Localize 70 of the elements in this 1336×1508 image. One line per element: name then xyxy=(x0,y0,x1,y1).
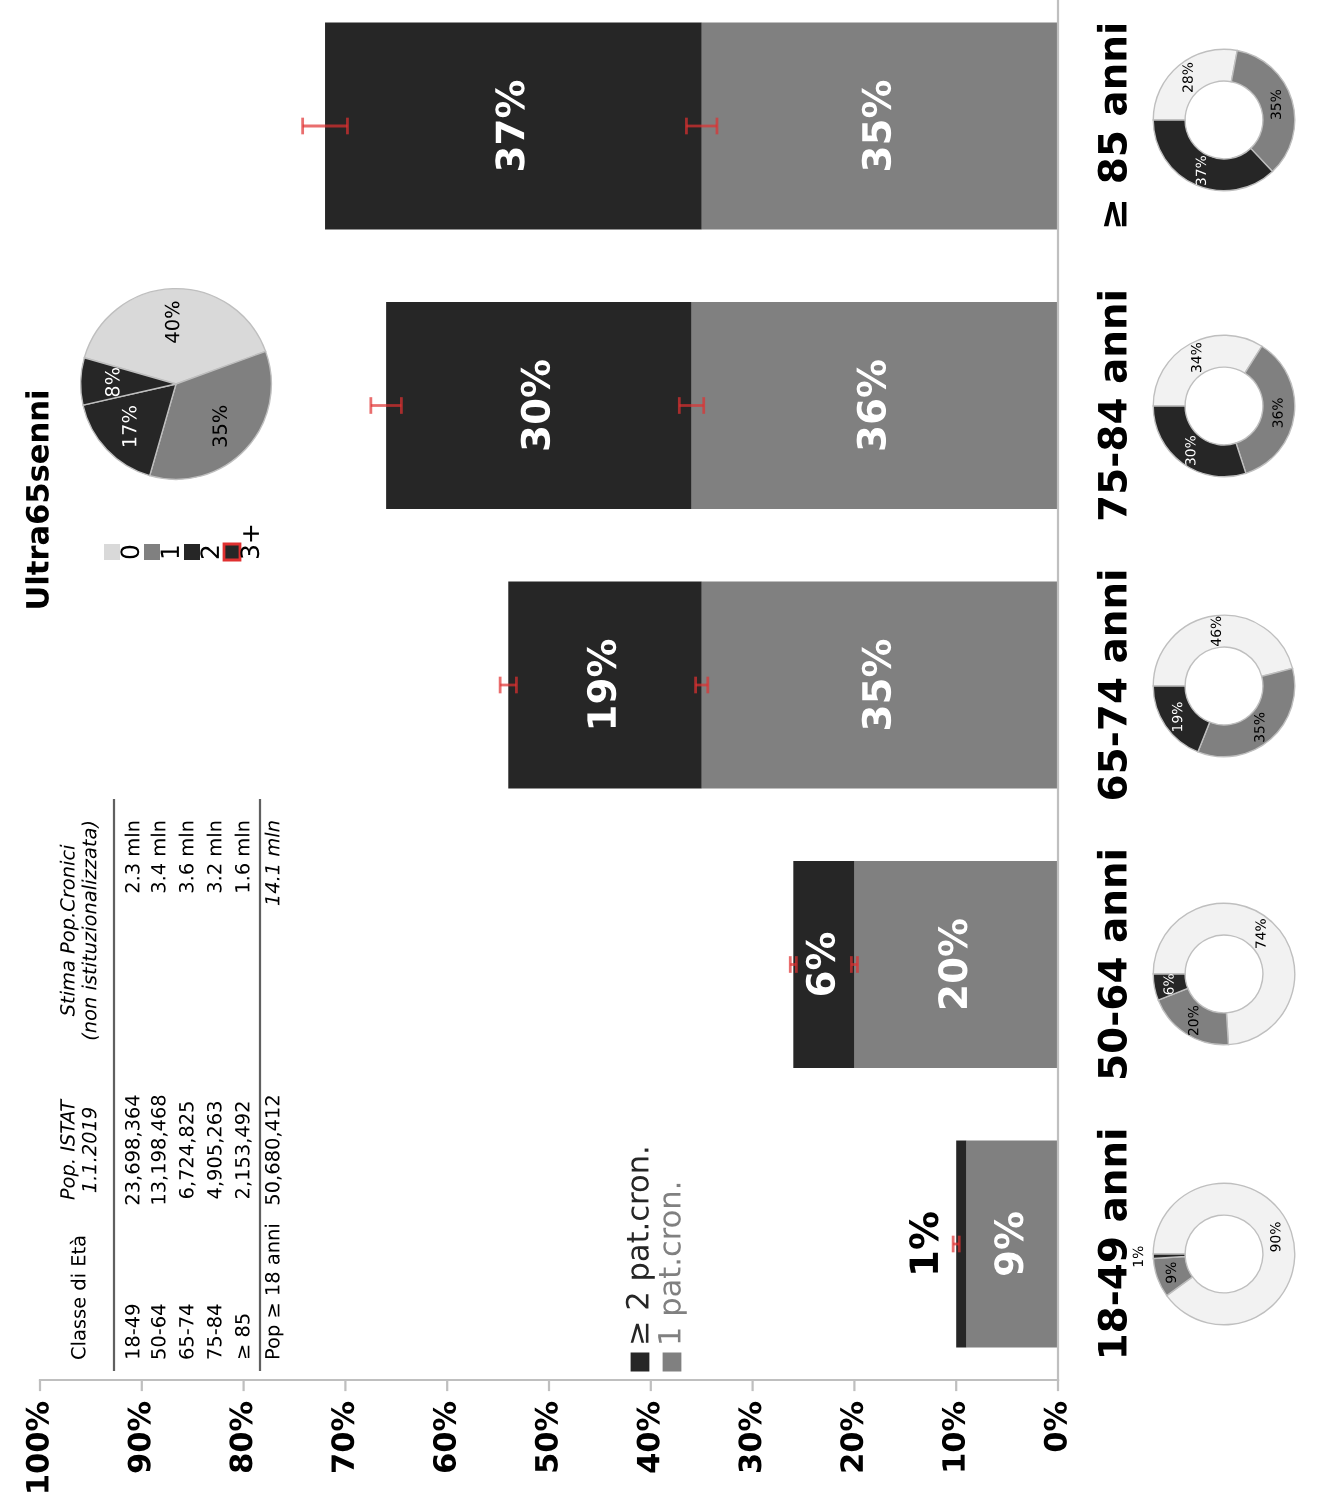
data-label: 30% xyxy=(520,360,551,450)
bar xyxy=(325,22,702,230)
x-tick-label: 80% xyxy=(229,1401,253,1473)
bar xyxy=(966,1140,1058,1348)
bar xyxy=(386,302,692,509)
bar xyxy=(691,302,1058,509)
x-tick-label: 10% xyxy=(941,1401,966,1471)
y-tick-label: 50-64 anni xyxy=(1096,851,1127,1078)
annotation: Stima Pop.Cronici (non istituzionalizzata) xyxy=(59,821,99,1040)
x-tick-label: 50% xyxy=(534,1401,558,1472)
annotation: 50,680,412 xyxy=(264,1096,282,1205)
annotation: 65-74 xyxy=(178,1304,194,1359)
x-tick-label: 40% xyxy=(636,1401,660,1473)
data-label: 40% xyxy=(164,301,180,343)
bar xyxy=(701,22,1058,230)
annotation: 1.6 mln xyxy=(234,821,250,892)
annotation: Pop ≥ 18 anni xyxy=(264,1225,284,1359)
data-label: 8% xyxy=(104,367,120,397)
y-tick-label: 65-74 anni xyxy=(1096,571,1127,800)
annotation: 18-49 xyxy=(124,1304,140,1358)
bar xyxy=(854,861,1058,1068)
annotation: 2.3 mln xyxy=(124,821,140,893)
bar xyxy=(956,1140,967,1348)
annotation: 14.1 mln xyxy=(264,821,280,906)
y-tick-label: 18-49 anni xyxy=(1096,1130,1127,1357)
bar xyxy=(701,581,1058,789)
data-label: 20% xyxy=(938,919,968,1008)
data-label: 35% xyxy=(212,405,227,447)
text: ≥ 2 pat.cron. xyxy=(625,1148,655,1343)
annotation: Pop. ISTAT 1.1.2019 xyxy=(60,1098,97,1200)
data-label: 19% xyxy=(586,639,617,728)
bar xyxy=(793,861,855,1068)
annotation: 3.2 mln xyxy=(206,821,222,893)
data-label: 1% xyxy=(909,1212,939,1273)
x-tick-label: 20% xyxy=(840,1401,864,1472)
legend-label: 3+ xyxy=(240,525,260,559)
x-tick-label: 100% xyxy=(25,1401,49,1492)
annotation: 2,153,492 xyxy=(234,1102,252,1199)
x-tick-label: 60% xyxy=(432,1401,457,1473)
data-label: 37% xyxy=(495,80,525,170)
annotation: 23,698,364 xyxy=(124,1095,142,1205)
text: 1 pat.cron. xyxy=(658,1183,687,1343)
annotation: 3.6 mln xyxy=(178,821,194,893)
legend-label: 1 xyxy=(160,546,179,558)
data-label: 17% xyxy=(121,406,137,447)
x-tick-label: 70% xyxy=(331,1401,355,1472)
data-label: 9% xyxy=(994,1212,1024,1275)
annotation: 13,198,468 xyxy=(150,1095,168,1204)
annotation: 75-84 xyxy=(206,1304,222,1359)
x-tick-label: 30% xyxy=(738,1401,762,1472)
x-tick-label: 90% xyxy=(127,1401,151,1473)
annotation: 50-64 xyxy=(150,1304,166,1359)
legend-label: 2 xyxy=(200,546,219,559)
data-label: 35% xyxy=(861,80,892,170)
donut-slice xyxy=(1152,1182,1296,1326)
bar xyxy=(508,581,702,789)
data-label: 35% xyxy=(861,639,892,729)
data-label: 6% xyxy=(805,932,836,996)
annotation: ≥ 85 xyxy=(234,1314,250,1358)
y-tick-label: ≥ 85 anni xyxy=(1096,24,1127,227)
annotation: Classe di Età xyxy=(69,1236,86,1359)
annotation: 4,905,263 xyxy=(206,1102,224,1199)
x-tick-label: 0% xyxy=(1043,1401,1067,1452)
annotation: 3.4 mln xyxy=(150,821,166,893)
legend-label: 0 xyxy=(120,545,140,559)
data-label: 36% xyxy=(856,360,887,450)
y-tick-label: 75-84 anni xyxy=(1096,292,1127,520)
text: Ultra65senni xyxy=(25,392,49,608)
donut-slice xyxy=(1152,902,1296,1046)
annotation: 6,724,825 xyxy=(178,1102,196,1199)
